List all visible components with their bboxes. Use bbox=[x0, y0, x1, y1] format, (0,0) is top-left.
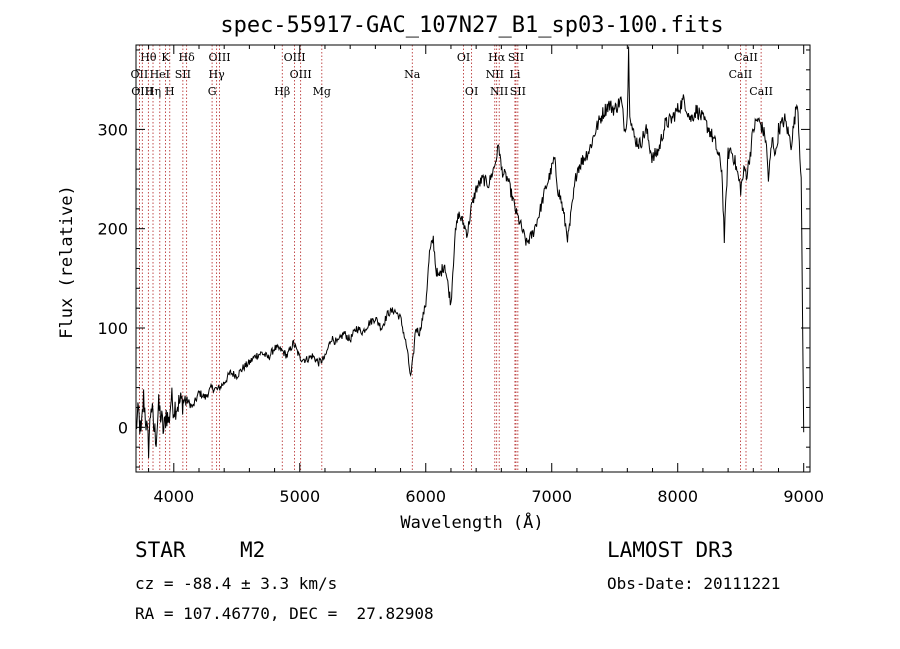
line-label-9: OII bbox=[131, 68, 149, 81]
line-label-23: Mg bbox=[313, 85, 331, 98]
line-label-12: Hγ bbox=[209, 68, 226, 81]
x-tick-label-3: 7000 bbox=[531, 487, 572, 506]
survey-name: LAMOST DR3 bbox=[607, 538, 734, 562]
observation-date: Obs-Date: 20111221 bbox=[607, 574, 781, 593]
plot-frame bbox=[135, 44, 811, 473]
spectrum-line bbox=[135, 46, 805, 459]
line-label-16: Li bbox=[510, 68, 521, 81]
redshift-cz: cz = -88.4 ± 3.3 km/s bbox=[135, 574, 338, 593]
object-class: STAR bbox=[135, 538, 186, 562]
line-label-20: H bbox=[165, 85, 175, 98]
line-label-5: OI bbox=[457, 51, 470, 64]
line-label-26: SII bbox=[510, 85, 526, 98]
line-label-3: OIII bbox=[208, 51, 230, 64]
line-label-25: NII bbox=[490, 85, 508, 98]
line-label-14: Na bbox=[404, 68, 421, 81]
line-label-27: CaII bbox=[749, 85, 773, 98]
line-label-7: SII bbox=[508, 51, 524, 64]
y-tick-label-0: 0 bbox=[118, 418, 128, 437]
x-tick-label-0: 4000 bbox=[153, 487, 194, 506]
line-label-19: Hη bbox=[145, 85, 161, 98]
object-subclass: M2 bbox=[240, 538, 266, 562]
line-label-0: Hθ bbox=[140, 51, 157, 64]
y-tick-label-1: 100 bbox=[97, 319, 128, 338]
line-label-11: SII bbox=[175, 68, 191, 81]
coordinates: RA = 107.46770, DEC = 27.82908 bbox=[135, 604, 434, 623]
line-label-13: OIII bbox=[290, 68, 312, 81]
line-label-18: OIII bbox=[131, 85, 153, 98]
line-label-6: Hα bbox=[488, 51, 506, 64]
line-label-10: HeI bbox=[150, 68, 170, 81]
x-tick-label-4: 8000 bbox=[657, 487, 698, 506]
line-label-15: NII bbox=[486, 68, 504, 81]
y-axis-label: Flux (relative) bbox=[57, 185, 77, 339]
line-label-8: CaII bbox=[734, 51, 758, 64]
line-label-4: OIII bbox=[284, 51, 306, 64]
line-label-2: Hδ bbox=[179, 51, 196, 64]
line-label-22: Hβ bbox=[274, 85, 290, 98]
x-tick-label-1: 5000 bbox=[279, 487, 320, 506]
y-tick-label-3: 300 bbox=[97, 120, 128, 139]
x-tick-label-2: 6000 bbox=[405, 487, 446, 506]
x-tick-label-5: 9000 bbox=[783, 487, 824, 506]
axis-ticks: 4000 5000 6000 7000 8000 9000 0 100 200 300 bbox=[97, 45, 824, 506]
line-label-24: OI bbox=[465, 85, 478, 98]
y-tick-label-2: 200 bbox=[97, 220, 128, 239]
chart-title: spec-55917-GAC_107N27_B1_sp03-100.fits bbox=[220, 13, 723, 38]
line-label-1: K bbox=[161, 51, 170, 64]
line-label-21: G bbox=[208, 85, 217, 98]
line-label-17: CaII bbox=[729, 68, 753, 81]
x-axis-label: Wavelength (Å) bbox=[400, 511, 543, 533]
